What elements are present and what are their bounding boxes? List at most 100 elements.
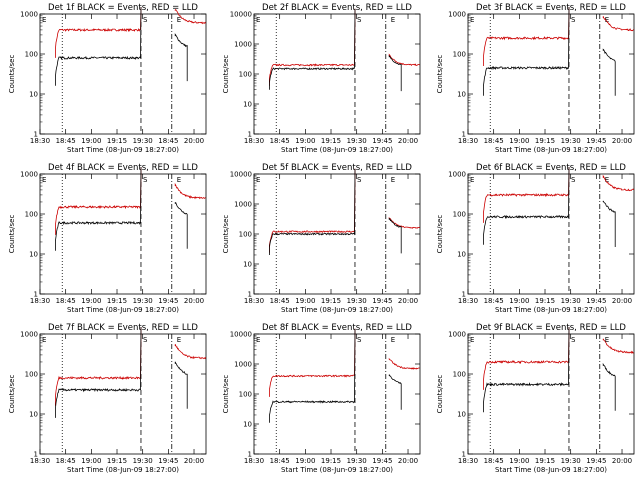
x-tick-label: 20:00 — [184, 137, 204, 145]
black-events-series — [483, 6, 570, 96]
x-axis-label: Start Time (08-Jun-09 18:27:00) — [495, 306, 607, 314]
x-tick-label: 19:45 — [158, 297, 178, 305]
marker-end: E — [177, 16, 181, 24]
x-tick-label: 19:45 — [372, 297, 392, 305]
marker-end: E — [605, 176, 609, 184]
red-lld-series — [55, 326, 142, 406]
black-events-series — [269, 328, 356, 423]
x-tick-label: 19:15 — [535, 297, 555, 305]
y-tick-label: 10000 — [230, 11, 252, 19]
y-tick-label: 1000 — [448, 171, 466, 179]
black-events-series — [269, 8, 356, 90]
red-lld-series-post — [174, 9, 207, 25]
marker-end: E — [391, 16, 395, 24]
x-tick-label: 18:30 — [458, 457, 478, 465]
panel-title: Det 5f BLACK = Events, RED = LLD — [262, 163, 412, 173]
x-tick-label: 18:45 — [56, 137, 76, 145]
x-tick-label: 19:00 — [509, 297, 529, 305]
marker-start: S — [143, 176, 148, 184]
x-tick-label: 19:15 — [321, 137, 341, 145]
y-tick-label: 1 — [248, 451, 252, 459]
x-tick-label: 18:45 — [270, 457, 290, 465]
x-tick-label: 18:45 — [158, 137, 178, 145]
y-tick-label: 100 — [239, 391, 252, 399]
black-events-series-post — [388, 374, 402, 410]
x-tick-label: 19:45 — [372, 457, 392, 465]
x-tick-label: 19:45 — [586, 297, 606, 305]
x-tick-label: 18:30 — [244, 457, 264, 465]
y-tick-label: 1 — [462, 291, 466, 299]
y-axis-label: Counts/sec — [222, 375, 230, 414]
y-tick-label: 1 — [34, 131, 38, 139]
plot-frame — [253, 13, 421, 135]
marker-left: E — [470, 176, 474, 184]
panel-8: Det 8f BLACK = Events, RED = LLD 1 10 100 10… — [222, 323, 421, 474]
x-tick-label: 19:00 — [81, 137, 101, 145]
y-tick-label: 1 — [34, 451, 38, 459]
black-events-series-post — [174, 33, 188, 82]
x-tick-label: 20:00 — [398, 137, 418, 145]
x-tick-label: 19:30 — [347, 297, 367, 305]
y-tick-label: 1 — [462, 131, 466, 139]
panel-title: Det 4f BLACK = Events, RED = LLD — [48, 163, 198, 173]
panel-7: Det 7f BLACK = Events, RED = LLD 1 10 100 10… — [8, 323, 207, 474]
y-tick-label: 10000 — [230, 171, 252, 179]
x-tick-label: 19:30 — [133, 137, 153, 145]
red-lld-series-post — [602, 338, 634, 355]
x-tick-label: 18:30 — [30, 457, 50, 465]
x-tick-label: 19:15 — [535, 457, 555, 465]
panel-title: Det 6f BLACK = Events, RED = LLD — [476, 163, 626, 173]
marker-start: S — [357, 336, 362, 344]
red-lld-series-post — [602, 16, 634, 32]
x-axis-label: Start Time (08-Jun-09 18:27:00) — [67, 306, 179, 314]
marker-left: E — [256, 16, 260, 24]
marker-left: E — [470, 16, 474, 24]
x-axis-label: Start Time (08-Jun-09 18:27:00) — [67, 466, 179, 474]
x-tick-label: 19:30 — [561, 297, 581, 305]
black-events-series-post — [388, 54, 402, 92]
red-lld-series — [269, 328, 356, 397]
red-lld-series — [483, 166, 570, 223]
x-tick-label: 20:00 — [612, 297, 632, 305]
x-tick-label: 19:15 — [107, 297, 127, 305]
black-events-series-post — [602, 48, 616, 96]
y-tick-label: 1000 — [448, 331, 466, 339]
panel-title: Det 7f BLACK = Events, RED = LLD — [48, 323, 198, 333]
x-tick-label: 19:30 — [133, 297, 153, 305]
black-events-series — [55, 6, 142, 86]
y-axis-label: Counts/sec — [8, 375, 16, 414]
black-events-series-post — [174, 361, 188, 409]
y-tick-label: 10 — [243, 421, 252, 429]
y-tick-label: 10 — [243, 261, 252, 269]
x-axis-label: Start Time (08-Jun-09 18:27:00) — [281, 306, 393, 314]
x-axis-label: Start Time (08-Jun-09 18:27:00) — [281, 466, 393, 474]
y-tick-label: 100 — [453, 371, 466, 379]
panel-title: Det 8f BLACK = Events, RED = LLD — [262, 323, 412, 333]
y-tick-label: 100 — [25, 51, 38, 59]
marker-end: E — [391, 176, 395, 184]
black-events-series — [55, 326, 142, 418]
plot-frame — [39, 173, 207, 295]
x-tick-label: 19:00 — [509, 457, 529, 465]
y-axis-label: Counts/sec — [436, 55, 444, 94]
panel-6: Det 6f BLACK = Events, RED = LLD 1 10 100 10… — [436, 163, 635, 314]
plot-frame — [467, 333, 635, 455]
panel-9: Det 9f BLACK = Events, RED = LLD 1 10 100 10… — [436, 323, 635, 474]
x-tick-label: 19:00 — [295, 457, 315, 465]
x-tick-label: 20:00 — [184, 297, 204, 305]
red-lld-series-post — [388, 53, 420, 66]
y-tick-label: 1000 — [20, 331, 38, 339]
red-lld-series-post — [602, 174, 635, 192]
panel-title: Det 9f BLACK = Events, RED = LLD — [476, 323, 626, 333]
x-tick-label: 19:00 — [295, 137, 315, 145]
y-tick-label: 1000 — [234, 361, 252, 369]
x-tick-label: 18:45 — [56, 297, 76, 305]
black-events-series-post — [602, 362, 616, 411]
black-events-series — [483, 326, 570, 413]
x-tick-label: 19:15 — [321, 297, 341, 305]
x-tick-label: 19:45 — [372, 137, 392, 145]
x-tick-label: 19:15 — [107, 137, 127, 145]
panel-title: Det 1f BLACK = Events, RED = LLD — [48, 3, 198, 13]
panel-2: Det 2f BLACK = Events, RED = LLD 1 10 100 10… — [222, 3, 421, 154]
y-tick-label: 100 — [25, 211, 38, 219]
